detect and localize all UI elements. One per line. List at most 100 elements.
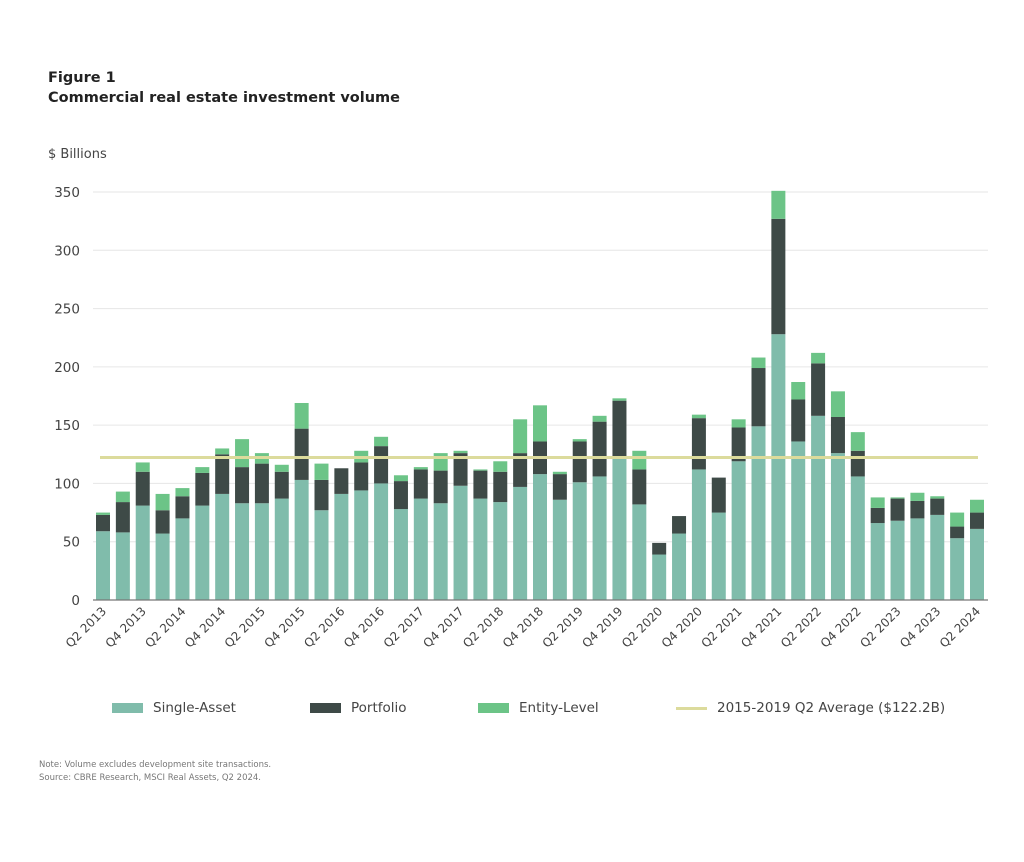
legend-swatch-portfolio [310, 703, 341, 713]
bar-portfolio [354, 462, 369, 491]
bar-entity-level [612, 398, 627, 401]
x-tick-label: Q2 2022 [778, 604, 824, 650]
bar-single-asset [771, 334, 786, 600]
bar-single-asset [294, 479, 309, 600]
bar-portfolio [135, 471, 150, 506]
bar-single-asset [930, 514, 945, 600]
legend-item-average: 2015-2019 Q2 Average ($122.2B) [676, 700, 945, 716]
bar-portfolio [970, 512, 984, 529]
y-tick-label: 350 [54, 185, 80, 201]
bar-single-asset [433, 503, 448, 600]
x-tick-label: Q4 2018 [500, 604, 546, 650]
bar-entity-level [890, 497, 905, 499]
y-tick-label: 0 [71, 593, 80, 609]
bar-entity-level [175, 488, 190, 497]
legend-label: Entity-Level [519, 700, 599, 716]
bar-entity-level [294, 402, 309, 429]
bar-entity-level [155, 493, 170, 511]
bar-entity-level [632, 450, 647, 470]
bar-portfolio [473, 470, 488, 499]
bar-single-asset [215, 493, 230, 600]
x-tick-label: Q4 2019 [579, 604, 625, 650]
bar-single-asset [950, 538, 965, 600]
bar-single-asset [453, 485, 468, 600]
bar-single-asset [572, 482, 587, 600]
bar-single-asset [354, 490, 369, 600]
bar-entity-level [235, 439, 250, 468]
bar-single-asset [632, 504, 647, 600]
bar-portfolio [453, 453, 468, 486]
bar-single-asset [393, 509, 408, 600]
bar-portfolio [96, 514, 110, 532]
bar-portfolio [830, 416, 845, 454]
bar-portfolio [612, 400, 627, 459]
bar-portfolio [870, 507, 885, 524]
bar-entity-level [791, 382, 806, 400]
bar-portfolio [592, 421, 607, 477]
legend-swatch-entity-level [478, 703, 509, 713]
bar-single-asset [652, 554, 667, 600]
bar-entity-level [413, 467, 428, 470]
bar-single-asset [691, 469, 706, 600]
bar-single-asset [96, 531, 110, 600]
bar-single-asset [195, 505, 210, 600]
x-tick-label: Q4 2015 [261, 604, 307, 650]
bar-entity-level [314, 463, 329, 480]
legend-item-portfolio: Portfolio [310, 700, 407, 716]
bar-entity-level [811, 352, 826, 364]
bar-entity-level [910, 492, 925, 501]
bar-single-asset [314, 510, 329, 600]
bar-single-asset [473, 498, 488, 600]
bar-entity-level [572, 439, 587, 442]
bar-portfolio [413, 469, 428, 499]
y-tick-label: 150 [54, 418, 80, 434]
x-tick-label: Q2 2014 [142, 604, 188, 650]
bar-entity-level [115, 491, 130, 503]
source-text: Source: CBRE Research, MSCI Real Assets,… [39, 773, 261, 783]
bar-entity-level [533, 405, 547, 442]
bar-portfolio [552, 474, 567, 500]
bar-portfolio [632, 469, 647, 505]
bar-single-asset [155, 533, 170, 600]
x-tick-label: Q4 2017 [420, 604, 466, 650]
y-tick-label: 50 [63, 535, 80, 551]
bar-portfolio [195, 472, 210, 506]
footnote: Note: Volume excludes development site t… [39, 759, 271, 785]
x-tick-label: Q2 2019 [540, 604, 586, 650]
bar-portfolio [731, 427, 746, 462]
bar-entity-level [691, 414, 706, 419]
bar-entity-level [592, 415, 607, 422]
y-tick-label: 300 [54, 243, 80, 259]
x-tick-label: Q4 2021 [738, 604, 784, 650]
bar-portfolio [175, 496, 190, 519]
bar-single-asset [115, 532, 130, 600]
bar-portfolio [115, 502, 130, 533]
bar-single-asset [910, 518, 925, 600]
figure-label: Figure 1 [48, 70, 116, 86]
bar-entity-level [473, 469, 488, 471]
figure-heading: Figure 1 Commercial real estate investme… [48, 68, 400, 108]
bar-portfolio [334, 468, 349, 494]
legend-swatch-single-asset [112, 703, 143, 713]
bar-single-asset [493, 502, 508, 600]
bar-portfolio [235, 467, 250, 504]
bar-single-asset [751, 426, 766, 600]
bar-portfolio [314, 479, 329, 511]
bar-single-asset [870, 523, 885, 600]
bar-portfolio [930, 498, 945, 515]
chart-title: Commercial real estate investment volume [48, 90, 400, 106]
x-tick-label: Q4 2014 [182, 604, 228, 650]
x-tick-label: Q2 2021 [698, 604, 744, 650]
x-tick-label: Q4 2022 [818, 604, 864, 650]
bar-portfolio [950, 526, 965, 539]
bar-portfolio [910, 500, 925, 519]
legend-item-entity-level: Entity-Level [478, 700, 599, 716]
legend-item-single-asset: Single-Asset [112, 700, 236, 716]
bar-portfolio [215, 454, 230, 494]
bar-entity-level [850, 432, 865, 451]
bar-single-asset [254, 503, 269, 600]
bar-portfolio [751, 368, 766, 427]
x-tick-label: Q2 2016 [301, 604, 347, 650]
legend-label: Portfolio [351, 700, 407, 716]
